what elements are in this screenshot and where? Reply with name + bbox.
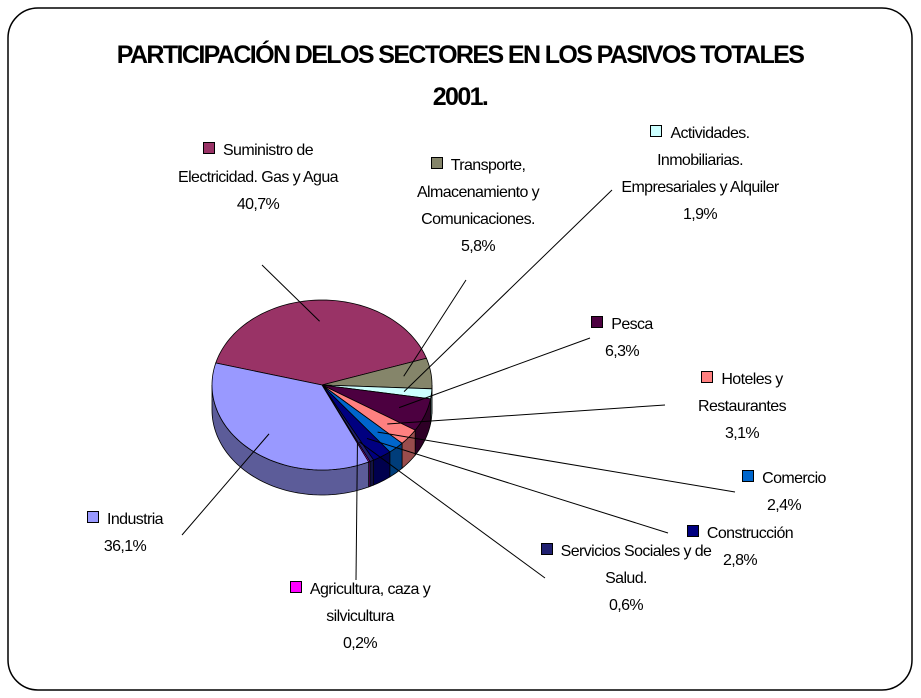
legend-swatch — [742, 470, 755, 482]
legend-swatch — [591, 316, 604, 328]
value-label: 0,6% — [608, 597, 644, 614]
leader-line — [355, 442, 358, 581]
data-label: Construcción 2,8% — [670, 520, 810, 574]
pie-slice — [321, 357, 433, 390]
legend-swatch — [650, 125, 663, 137]
legend-swatch — [430, 157, 443, 169]
legend-swatch — [540, 543, 553, 555]
data-label: Actividades. Inmobiliarias. Empresariale… — [615, 120, 785, 228]
value-label: 0,2% — [342, 635, 378, 652]
data-label: Industria 36,1% — [65, 506, 185, 560]
legend-swatch — [701, 371, 714, 383]
pie-slice — [211, 362, 370, 471]
data-label: Comercio 2,4% — [729, 465, 839, 519]
leader-line — [261, 264, 320, 322]
category-label: Servicios Sociales y de Salud. — [560, 543, 712, 587]
data-label: Servicios Sociales y de Salud. 0,6% — [536, 538, 716, 619]
leader-line — [403, 189, 613, 393]
legend-swatch — [289, 581, 302, 593]
value-label: 5,8% — [460, 238, 496, 255]
chart-title: PARTICIPACIÓN DELOS SECTORES EN LOS PASI… — [116, 41, 805, 111]
value-label: 40,7% — [236, 196, 280, 213]
chart-frame — [7, 7, 913, 691]
value-label: 3,1% — [724, 425, 760, 442]
data-label: Pesca 6,3% — [577, 311, 667, 365]
legend-swatch — [202, 142, 215, 154]
data-label: Agricultura, caza y silvicultura 0,2% — [260, 576, 460, 657]
value-label: 1,9% — [682, 206, 718, 223]
value-label: 2,4% — [766, 497, 802, 514]
leader-line — [387, 404, 666, 425]
value-label: 36,1% — [103, 538, 147, 555]
value-label: 6,3% — [604, 343, 640, 360]
value-label: 2,8% — [722, 552, 758, 569]
leader-line — [398, 337, 591, 409]
data-label: Hoteles y Restaurantes 3,1% — [667, 366, 817, 447]
category-label: Construcción — [706, 525, 794, 542]
slice-side — [369, 459, 374, 488]
leader-line — [181, 433, 270, 536]
leader-line — [377, 431, 736, 493]
category-label: Suministro de Electricidad. Gas y Agua — [178, 142, 339, 186]
leader-line — [403, 279, 467, 377]
leader-line — [359, 441, 546, 579]
data-label: Suministro de Electricidad. Gas y Agua 40… — [173, 137, 343, 218]
pie-slice — [321, 384, 432, 431]
pie-slice — [215, 299, 427, 386]
category-label: Industria — [107, 511, 164, 528]
category-label: Comercio — [762, 470, 826, 487]
category-label: Pesca — [611, 316, 653, 333]
legend-swatch — [87, 511, 100, 523]
category-label: Transporte, Almacenamiento y Comunicacio… — [416, 157, 540, 228]
category-label: Hoteles y Restaurantes — [698, 371, 787, 415]
category-label: Actividades. Inmobiliarias. Empresariale… — [621, 125, 779, 196]
category-label: Agricultura, caza y silvicultura — [309, 581, 431, 625]
legend-swatch — [686, 525, 699, 537]
pie-slice — [321, 384, 391, 461]
leader-line — [366, 437, 669, 534]
data-label: Transporte, Almacenamiento y Comunicacio… — [391, 152, 566, 260]
